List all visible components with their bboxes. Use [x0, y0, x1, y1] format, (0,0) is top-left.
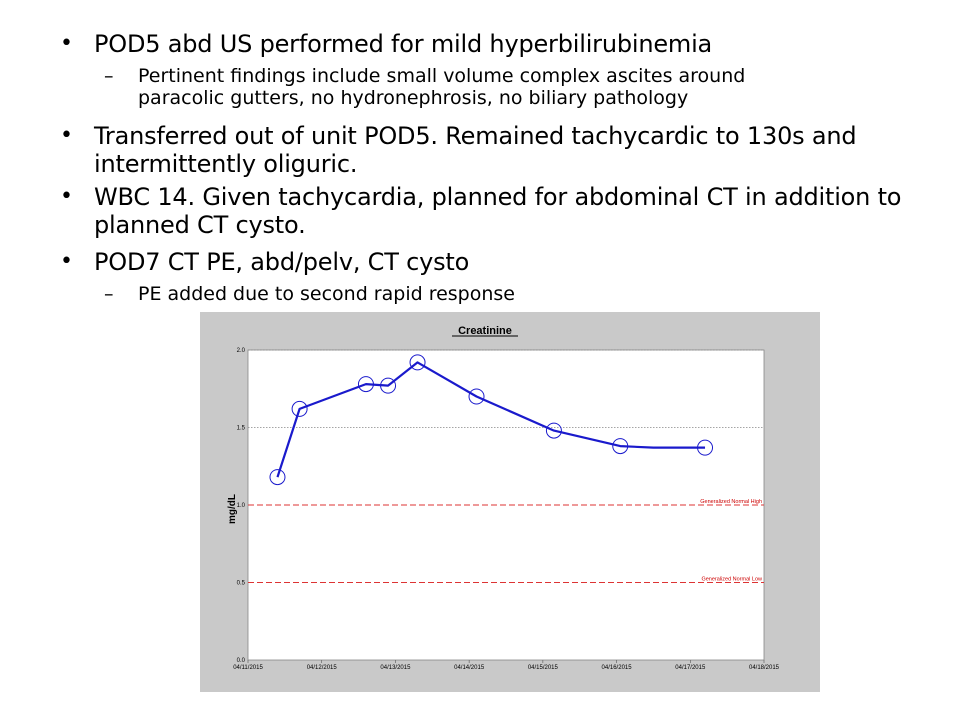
x-tick-label: 04/18/2015 [749, 665, 780, 671]
x-tick-label: 04/13/2015 [380, 665, 411, 671]
y-tick-label: 0.0 [237, 658, 246, 664]
series-layer [269, 354, 714, 486]
reference-line-label: Generalized Normal High [700, 499, 762, 505]
reference-line-label: Generalized Normal Low [701, 577, 762, 583]
x-tick-label: 04/16/2015 [602, 665, 633, 671]
grid-layer [248, 349, 764, 428]
data-point-marker [409, 354, 426, 371]
y-tick-label: 0.5 [237, 581, 246, 587]
bullet-item: POD5 abd US performed for mild hyperbili… [60, 30, 712, 58]
sub-bullet-item: PE added due to second rapid response [104, 283, 515, 305]
data-point-marker [468, 388, 485, 405]
data-point-marker [357, 376, 374, 393]
chart-title: Creatinine [458, 325, 512, 337]
y-axis-label: mg/dL [227, 494, 238, 524]
y-tick-label: 2.0 [237, 348, 246, 354]
x-tick-label: 04/15/2015 [528, 665, 559, 671]
sub-bullet-item: Pertinent findings include small volume … [104, 65, 745, 109]
bullet-item: Transferred out of unit POD5. Remained t… [60, 122, 857, 178]
data-point-marker [380, 377, 397, 394]
reference-lines: Generalized Normal High Generalized Norma… [248, 499, 764, 583]
tick-layer: 0.0 0.5 1.0 1.5 2.0 04/11/2015 04/12/2015 04/13… [233, 348, 779, 671]
data-point-marker [269, 469, 286, 486]
data-point-marker [697, 439, 714, 456]
creatinine-chart: Creatinine mg/dL Generalized Normal High… [200, 312, 820, 692]
y-tick-label: 1.5 [237, 426, 246, 432]
data-point-marker [291, 400, 308, 417]
x-tick-label: 04/11/2015 [233, 665, 263, 671]
x-tick-label: 04/12/2015 [307, 665, 338, 671]
bullet-item: WBC 14. Given tachycardia, planned for a… [60, 183, 901, 239]
y-tick-label: 1.0 [237, 503, 246, 509]
data-point-marker [612, 438, 629, 455]
x-tick-label: 04/14/2015 [454, 665, 485, 671]
series-line [276, 361, 706, 478]
bullet-item: POD7 CT PE, abd/pelv, CT cysto [60, 248, 469, 276]
data-point-marker [545, 422, 562, 439]
chart-svg: Creatinine mg/dL Generalized Normal High… [227, 325, 780, 671]
x-tick-label: 04/17/2015 [675, 665, 706, 671]
